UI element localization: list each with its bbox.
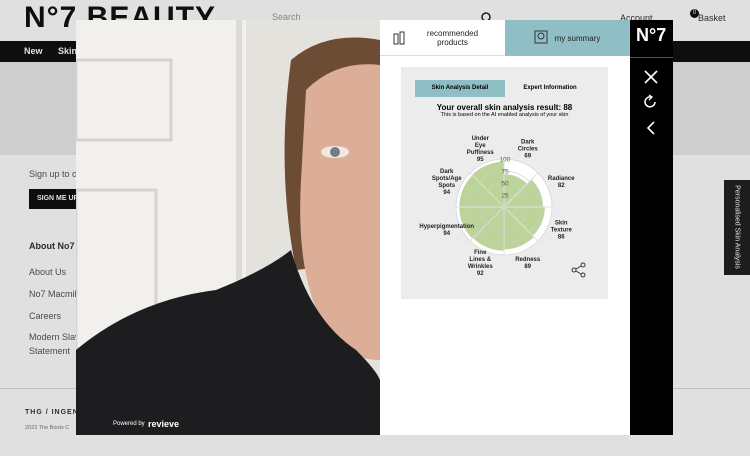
sub-tab[interactable]: Expert Information xyxy=(523,85,577,91)
chart-subtitle: This is based on the AI enabled analysis… xyxy=(440,112,569,118)
value-label: 95 xyxy=(476,156,484,163)
tab[interactable]: recommended products xyxy=(380,20,505,56)
about-heading: About No7 xyxy=(29,241,75,251)
footer-link[interactable]: No7 Macmil xyxy=(29,289,77,299)
value-label: 86 xyxy=(557,234,565,241)
face-photo xyxy=(76,20,380,435)
footer-brand: THG / INGENU xyxy=(25,409,85,416)
basket-count: 0 xyxy=(690,9,699,18)
summary-icon xyxy=(534,30,548,44)
spoke xyxy=(469,206,505,242)
value-label: 94 xyxy=(443,190,451,197)
footer-link[interactable]: Statement xyxy=(29,346,71,356)
side-tab[interactable] xyxy=(724,180,750,275)
footer-link[interactable]: Modern Slav xyxy=(29,332,80,342)
category-name: Hyperpigmentation xyxy=(419,223,475,230)
category-label: Under Eye Puffiness 95 xyxy=(467,136,494,164)
category-name: Dark Spots/Age Spots xyxy=(431,169,462,190)
spoke xyxy=(503,206,539,242)
category-name: Dark Circles xyxy=(517,139,538,153)
chart-title: Your overall skin analysis result: 88 xyxy=(436,103,573,112)
nav-item[interactable]: Skin xyxy=(58,46,78,56)
polar-chart: 25 50 75 100 xyxy=(455,157,553,256)
account-link[interactable]: Account xyxy=(620,13,653,23)
tab-label[interactable]: my summary xyxy=(554,33,601,43)
category-name: Radiance xyxy=(547,176,575,183)
spoke xyxy=(503,172,539,208)
category-name: Fine Lines & Wrinkles xyxy=(467,250,493,271)
divider xyxy=(630,57,673,58)
value-label: 89 xyxy=(524,264,532,271)
sub-tab-active[interactable]: Skin Analysis Detail xyxy=(415,80,505,97)
sidebar-logo: N°7 xyxy=(636,25,667,45)
sidebar-icons[interactable] xyxy=(643,69,659,139)
category-name: Skin Texture xyxy=(550,220,572,234)
search-box[interactable]: Search xyxy=(272,12,301,22)
signup-button[interactable]: SIGN ME UP xyxy=(29,189,80,209)
category-label: Redness 89 xyxy=(515,257,540,271)
category-label: Dark Spots/Age Spots 94 xyxy=(432,169,462,197)
copyright: 2023 The Boots C xyxy=(25,425,70,431)
spoke xyxy=(469,172,505,208)
category-label: Dark Circles 69 xyxy=(518,139,538,160)
share-icon[interactable] xyxy=(571,262,587,278)
category-name: Redness xyxy=(515,257,541,264)
powered-brand: revieve xyxy=(148,419,180,429)
r-tick-label: 50 xyxy=(501,181,509,188)
powered-by: Powered by xyxy=(113,421,145,427)
r-tick-label: 75 xyxy=(501,169,509,176)
tab-active[interactable]: my summary xyxy=(505,20,630,56)
value-label: 82 xyxy=(557,183,565,190)
nav-item[interactable]: New xyxy=(24,46,43,56)
category-label: Radiance 82 xyxy=(548,176,575,190)
category-label: Hyperpigmentation 94 xyxy=(419,224,474,238)
signup-text: Sign up to o xyxy=(29,169,78,179)
value-label: 69 xyxy=(524,153,532,160)
category-name: Under Eye Puffiness xyxy=(466,135,494,156)
sidebar xyxy=(630,20,673,435)
tab-label[interactable]: recommended products xyxy=(426,28,479,47)
category-label: Skin Texture 86 xyxy=(551,220,572,241)
chart-labels: Under Eye Puffiness 95 Dark Circles 69 Radia… xyxy=(401,67,608,299)
basket-link[interactable]: Basket xyxy=(698,13,726,23)
value-label: 92 xyxy=(476,271,484,278)
value-label: 94 xyxy=(443,230,451,237)
category-label: Fine Lines & Wrinkles 92 xyxy=(468,250,493,278)
r-tick-label: 25 xyxy=(501,193,509,200)
footer-link[interactable]: About Us xyxy=(29,267,67,277)
products-icon xyxy=(393,31,405,45)
r-tick-label: 100 xyxy=(500,157,511,164)
footer-link[interactable]: Careers xyxy=(29,311,62,321)
